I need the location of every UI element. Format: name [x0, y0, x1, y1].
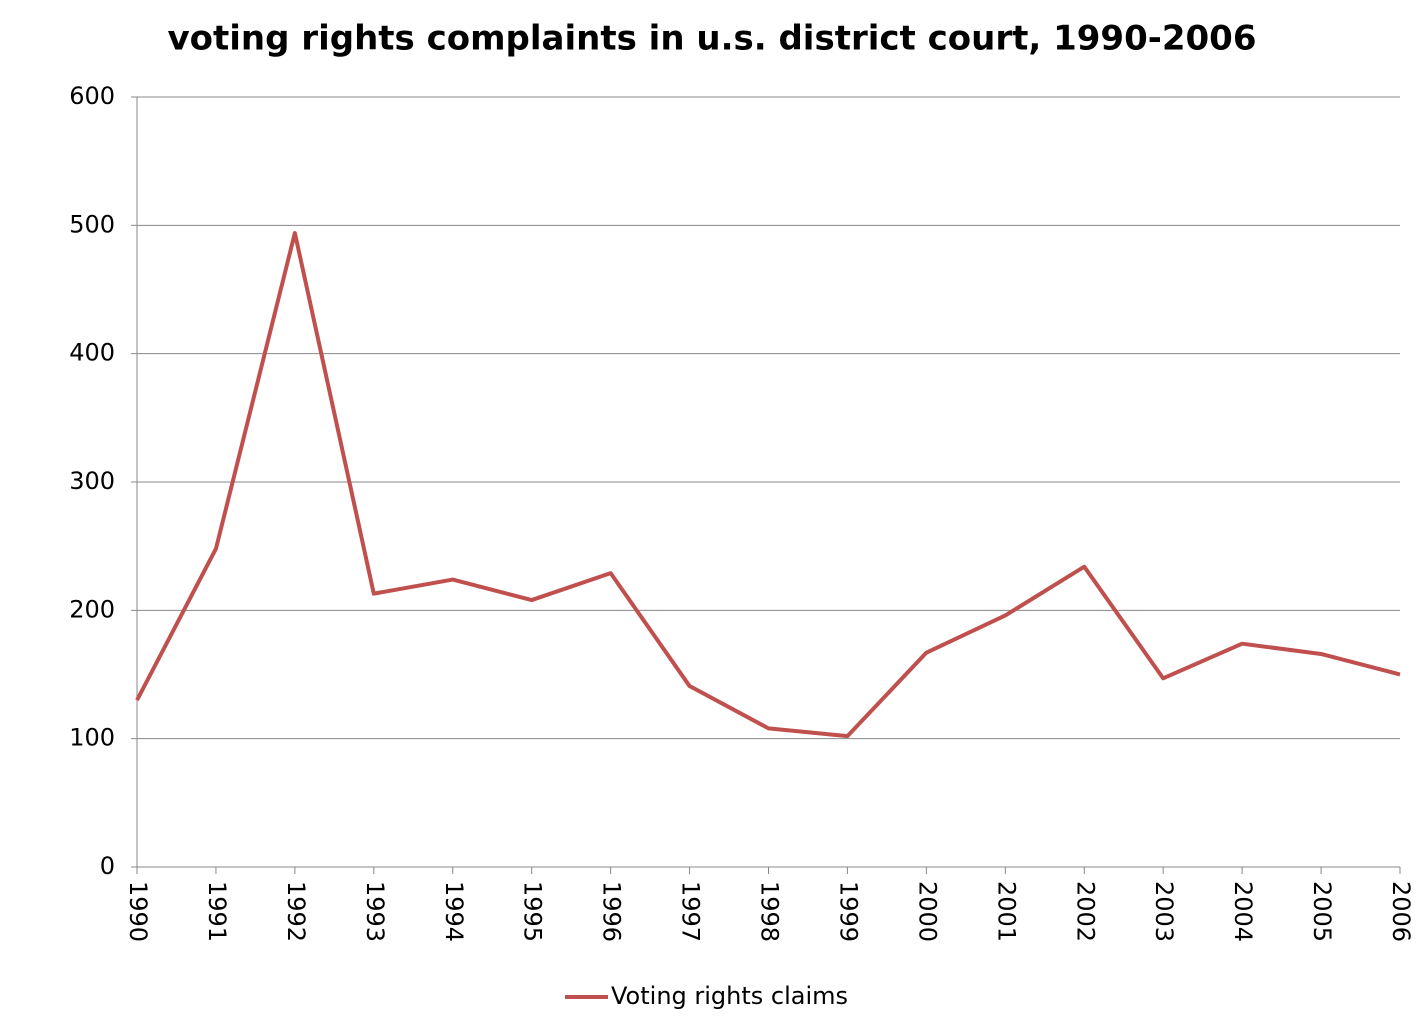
- y-tick-label: 600: [69, 82, 115, 110]
- x-tick-label: 1993: [361, 881, 389, 942]
- y-tick-label: 0: [100, 852, 115, 880]
- legend-label: Voting rights claims: [611, 982, 848, 1010]
- x-tick-label: 2003: [1150, 881, 1178, 942]
- x-tick-label: 1994: [440, 881, 468, 942]
- x-tick-label: 1998: [756, 881, 784, 942]
- x-tick-label: 1997: [677, 881, 705, 942]
- x-tick-label: 1995: [519, 881, 547, 942]
- x-tick-label: 2000: [913, 881, 941, 942]
- data-line: [135, 231, 1401, 739]
- y-tick-label: 300: [69, 467, 115, 495]
- y-tick-label: 400: [69, 339, 115, 367]
- y-tick-label: 500: [69, 210, 115, 238]
- x-tick-label: 1992: [282, 881, 310, 942]
- x-tick-label: 1999: [834, 881, 862, 942]
- x-tick-label: 1996: [598, 881, 626, 942]
- y-tick-label: 100: [69, 724, 115, 752]
- x-tick-label: 2001: [992, 881, 1020, 942]
- x-tick-label: 1990: [124, 881, 152, 942]
- x-tick-label: 2005: [1308, 881, 1336, 942]
- x-tick-label: 2004: [1229, 881, 1257, 942]
- y-tick-label: 200: [69, 595, 115, 623]
- x-tick-label: 1991: [203, 881, 231, 942]
- x-tick-label: 2006: [1387, 881, 1415, 942]
- x-tick-label: 2002: [1071, 881, 1099, 942]
- chart-title: voting rights complaints in u.s. distric…: [168, 19, 1257, 59]
